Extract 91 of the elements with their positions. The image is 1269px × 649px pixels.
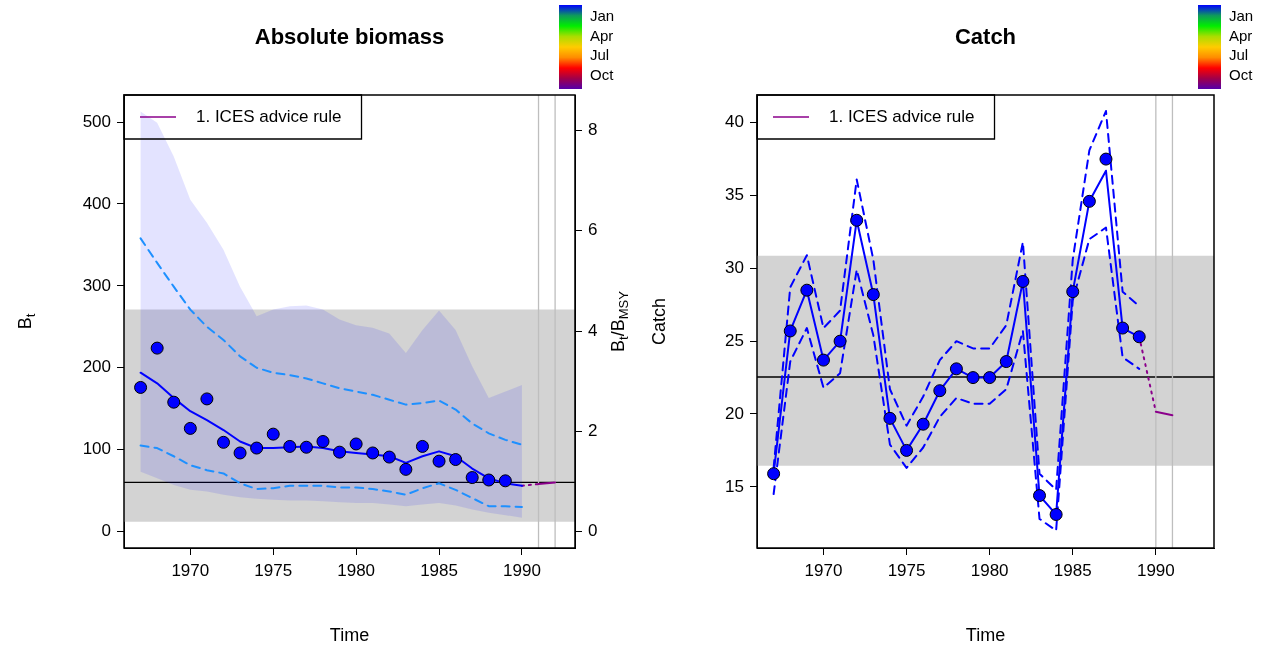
point	[1082, 194, 1096, 208]
y-tick-label: 400	[82, 193, 111, 213]
text: Jul	[1229, 46, 1249, 63]
point	[449, 453, 463, 467]
chart-title: Absolute biomass	[254, 24, 445, 50]
point	[366, 446, 380, 460]
point	[349, 437, 363, 451]
x-axis-title: Time	[329, 624, 370, 645]
x-tick-label: 1970	[171, 560, 210, 580]
x-tick-label: 1980	[337, 560, 376, 580]
point	[916, 417, 930, 431]
point	[167, 395, 181, 409]
point	[299, 440, 313, 454]
point	[183, 421, 197, 435]
y-tick-label: 30	[725, 258, 744, 278]
line-series	[139, 237, 523, 446]
point	[883, 411, 897, 425]
y2-tick-label: 8	[588, 120, 598, 140]
point	[933, 384, 947, 398]
point	[999, 355, 1013, 369]
point	[900, 443, 914, 457]
y-tick-label: 35	[725, 185, 744, 205]
y-axis-title: Catch	[648, 297, 669, 346]
point	[498, 474, 512, 488]
text: Jul	[590, 46, 610, 63]
point	[983, 371, 997, 385]
point	[800, 283, 814, 297]
point	[465, 471, 479, 485]
y-tick-label: 300	[82, 275, 111, 295]
point	[382, 450, 396, 464]
text: Apr	[590, 26, 614, 44]
chart-title: Catch	[954, 24, 1017, 50]
y-tick-label: 15	[725, 476, 744, 496]
x-tick-label: 1990	[503, 560, 541, 580]
point	[1033, 489, 1047, 503]
text: Oct	[590, 65, 614, 83]
point	[482, 473, 496, 487]
point	[949, 362, 963, 376]
line-series	[139, 444, 523, 509]
point	[850, 213, 864, 227]
y2-tick-label: 2	[588, 420, 598, 440]
point	[816, 353, 830, 367]
point	[1132, 330, 1146, 344]
x-tick-label: 1975	[254, 560, 293, 580]
y-tick-label: 20	[725, 403, 744, 423]
point	[432, 454, 446, 468]
point	[966, 371, 980, 385]
text: Oct	[1229, 65, 1253, 83]
point	[1116, 321, 1130, 335]
point	[1016, 274, 1030, 288]
y-tick-label: 200	[82, 357, 111, 377]
x-tick-label: 1970	[804, 560, 843, 580]
point	[266, 427, 280, 441]
point	[415, 439, 429, 453]
x-tick-label: 1980	[970, 560, 1009, 580]
point	[399, 462, 413, 476]
point	[233, 446, 247, 460]
point	[866, 288, 880, 302]
point	[134, 380, 148, 394]
text: Jan	[1229, 7, 1254, 24]
y-tick-label: 25	[725, 330, 744, 350]
point	[833, 334, 847, 348]
y-axis-title: Bt	[14, 313, 38, 330]
y2-tick-label: 6	[588, 220, 598, 240]
point	[250, 441, 264, 455]
y2-tick-label: 4	[588, 320, 598, 340]
point	[1066, 285, 1080, 299]
y-tick-label: 40	[725, 112, 744, 132]
x-tick-label: 1990	[1136, 560, 1175, 580]
point	[150, 341, 164, 355]
point	[216, 435, 230, 449]
y-tick-label: 500	[82, 111, 111, 131]
point	[767, 467, 781, 481]
y2-tick-label: 0	[588, 521, 598, 541]
x-tick-label: 1985	[420, 560, 458, 580]
y-tick-label: 100	[82, 439, 111, 459]
point	[783, 324, 797, 338]
x-axis-title: Time	[965, 624, 1006, 645]
point	[1049, 508, 1063, 521]
text: Apr	[1229, 26, 1253, 44]
x-tick-label: 1985	[1053, 560, 1092, 580]
legend-label: 1. ICES advice rule	[196, 106, 342, 126]
point	[1099, 152, 1113, 166]
x-tick-label: 1975	[887, 560, 926, 580]
point	[316, 435, 330, 449]
point	[283, 439, 297, 453]
point	[333, 445, 347, 459]
y-tick-label: 0	[101, 521, 111, 541]
legend-label: 1. ICES advice rule	[829, 106, 975, 126]
point	[200, 392, 214, 406]
text: Jan	[590, 7, 615, 24]
